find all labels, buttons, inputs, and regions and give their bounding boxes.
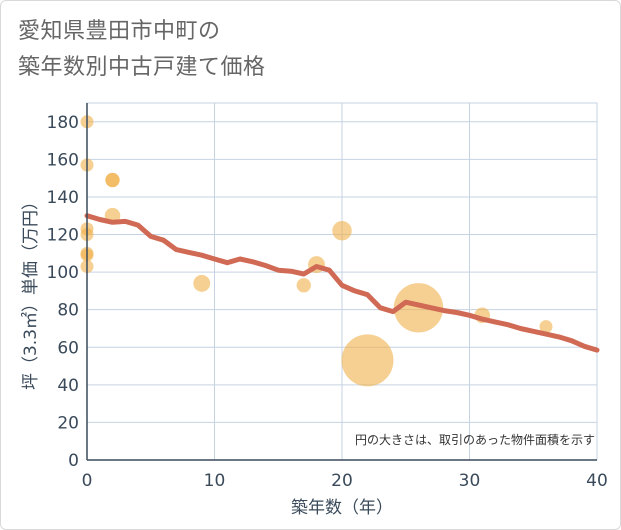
y-tick-label: 180 — [47, 113, 79, 133]
trend-line-group — [84, 213, 600, 353]
size-legend-note: 円の大きさは、取引のあった物件面積を示す — [355, 432, 595, 447]
chart-title: 愛知県豊田市中町の 築年数別中古戸建て価格 — [18, 14, 266, 86]
data-points — [80, 115, 553, 387]
y-tick-label: 140 — [47, 188, 79, 208]
chart-title-line1: 愛知県豊田市中町の — [18, 19, 221, 44]
y-tick-label: 20 — [57, 413, 79, 433]
y-axis-label: 坪（3.3㎡）単価（万円） — [21, 193, 41, 390]
y-tick-label: 120 — [47, 226, 79, 246]
data-point — [393, 283, 444, 333]
x-tick-label: 10 — [204, 471, 226, 491]
tick-labels: 0 20 40 60 80 100 120 140 160 180 0 10 20 30 40 — [47, 113, 608, 491]
x-axis-label: 築年数（年） — [291, 498, 393, 518]
y-tick-label: 100 — [47, 263, 79, 283]
x-tick-label: 20 — [331, 471, 353, 491]
grid-lines — [86, 102, 598, 461]
x-tick-label: 40 — [586, 471, 608, 491]
y-tick-label: 60 — [57, 338, 79, 358]
data-point — [341, 334, 394, 387]
y-tick-label: 40 — [57, 376, 79, 396]
data-point — [539, 320, 553, 334]
y-tick-label: 0 — [68, 451, 79, 471]
axes — [86, 103, 597, 461]
data-point — [296, 278, 311, 293]
y-tick-label: 160 — [47, 150, 79, 170]
x-tick-label: 0 — [82, 471, 93, 491]
data-point — [332, 221, 352, 241]
y-tick-label: 80 — [57, 301, 79, 321]
trend-line — [84, 213, 600, 353]
x-tick-label: 30 — [459, 471, 481, 491]
chart-title-line2: 築年数別中古戸建て価格 — [18, 55, 266, 80]
data-point — [193, 274, 211, 292]
data-point — [105, 172, 120, 188]
